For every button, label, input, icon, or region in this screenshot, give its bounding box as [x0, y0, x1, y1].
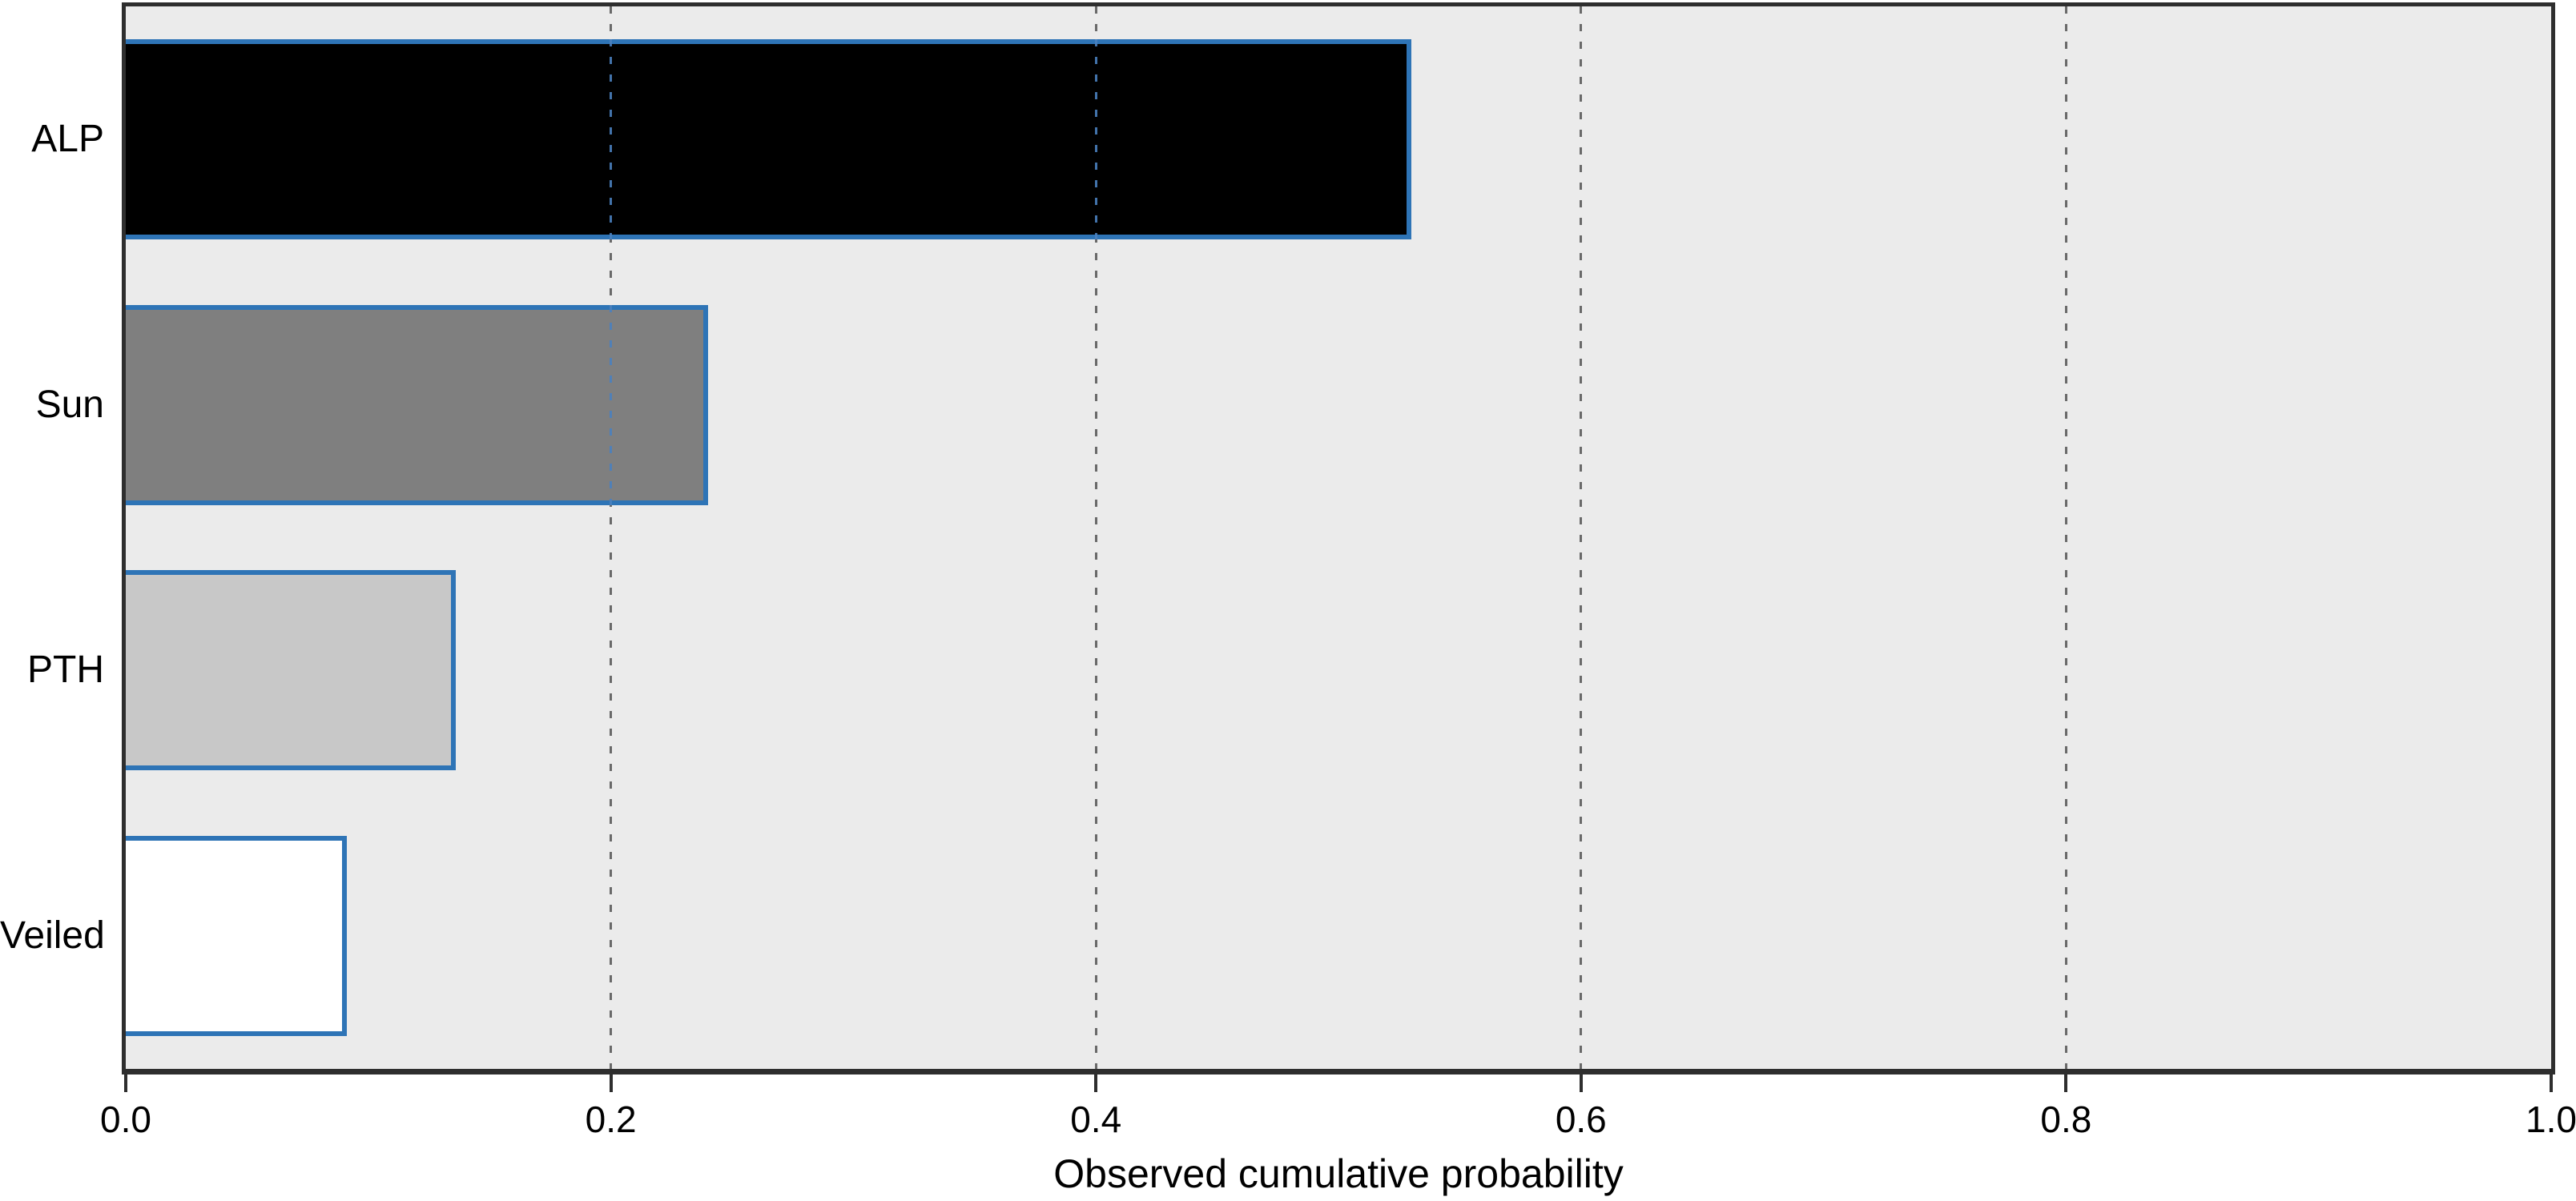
- x-axis-title: Observed cumulative probability: [1053, 1151, 1624, 1196]
- x-tick-mark: [1094, 1074, 1098, 1092]
- gridline-over-bar: [1094, 38, 1097, 239]
- y-tick-label-sun: Sun: [35, 383, 104, 426]
- x-tick-label: 0.2: [585, 1099, 637, 1140]
- gridline: [1094, 6, 1097, 1069]
- x-tick-mark: [2064, 1074, 2068, 1092]
- x-tick-label: 1.0: [2526, 1099, 2576, 1140]
- y-tick-label-veiled: Veiled: [0, 914, 105, 958]
- bar-veiled: [126, 836, 347, 1037]
- y-tick-label-alp: ALP: [31, 117, 104, 160]
- gridline-over-bar: [610, 38, 613, 239]
- x-tick-label: 0.6: [1555, 1099, 1607, 1140]
- x-tick-mark: [124, 1074, 127, 1092]
- x-tick-label: 0.4: [1070, 1099, 1122, 1140]
- x-tick-mark: [1579, 1074, 1583, 1092]
- gridline: [1580, 6, 1583, 1069]
- bar-pth: [126, 570, 456, 771]
- plot-area: [122, 2, 2555, 1074]
- bar-alp: [126, 38, 1411, 239]
- gridline-over-bar: [610, 304, 613, 505]
- gridline: [2064, 6, 2067, 1069]
- bar-sun: [126, 304, 708, 505]
- x-tick-label: 0.0: [100, 1099, 151, 1140]
- gridline: [610, 6, 613, 1069]
- x-tick-mark: [2550, 1074, 2553, 1092]
- y-tick-label-pth: PTH: [27, 649, 104, 692]
- x-tick-label: 0.8: [2040, 1099, 2092, 1140]
- x-tick-mark: [609, 1074, 613, 1092]
